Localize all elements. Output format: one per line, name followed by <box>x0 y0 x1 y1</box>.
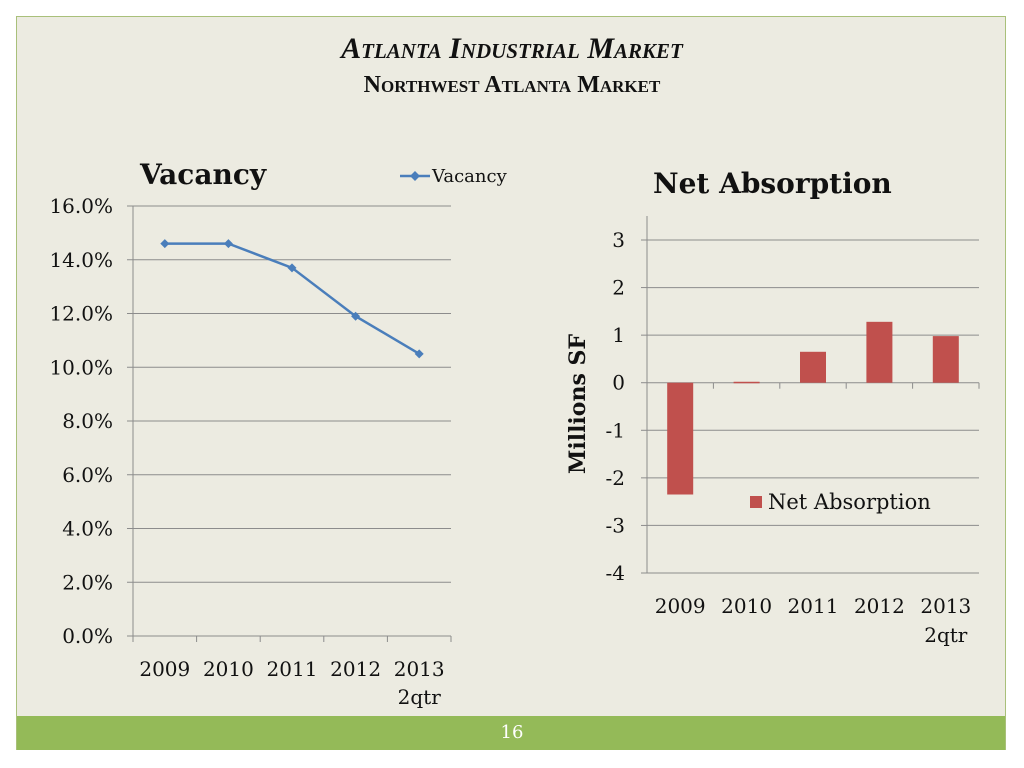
vacancy-ytick-label: 10.0% <box>49 355 113 379</box>
vacancy-ytick-label: 6.0% <box>62 463 113 487</box>
vacancy-xtick-label: 2012 <box>330 657 381 681</box>
vacancy-xtick-sublabel: 2qtr <box>398 685 442 709</box>
vacancy-ytick-label: 0.0% <box>62 624 113 648</box>
vacancy-point <box>287 263 297 273</box>
vacancy-xtick-label: 2011 <box>267 657 318 681</box>
vacancy-point <box>351 311 361 321</box>
vacancy-legend: Vacancy <box>400 166 508 187</box>
vacancy-chart-title: Vacancy <box>139 158 267 191</box>
vacancy-xtick-label: 2010 <box>203 657 254 681</box>
vacancy-point <box>414 349 424 359</box>
page-number: 16 <box>500 722 524 743</box>
vacancy-ytick-label: 12.0% <box>49 302 113 326</box>
slide-title: Atlanta Industrial Market <box>341 32 683 65</box>
vacancy-ytick-label: 16.0% <box>49 194 113 218</box>
vacancy-ytick-label: 2.0% <box>62 570 113 594</box>
footer-bar <box>17 716 1005 750</box>
vacancy-legend-marker <box>410 171 420 181</box>
vacancy-point <box>223 239 233 249</box>
vacancy-legend-label: Vacancy <box>431 166 508 187</box>
vacancy-ytick-label: 8.0% <box>62 409 113 433</box>
vacancy-ytick-label: 4.0% <box>62 517 113 541</box>
vacancy-xtick-label: 2013 <box>394 657 445 681</box>
vacancy-ytick-label: 14.0% <box>49 248 113 272</box>
vacancy-point <box>160 239 170 249</box>
vacancy-xtick-label: 2009 <box>139 657 190 681</box>
slide-subtitle: Northwest Atlanta Market <box>363 72 661 98</box>
